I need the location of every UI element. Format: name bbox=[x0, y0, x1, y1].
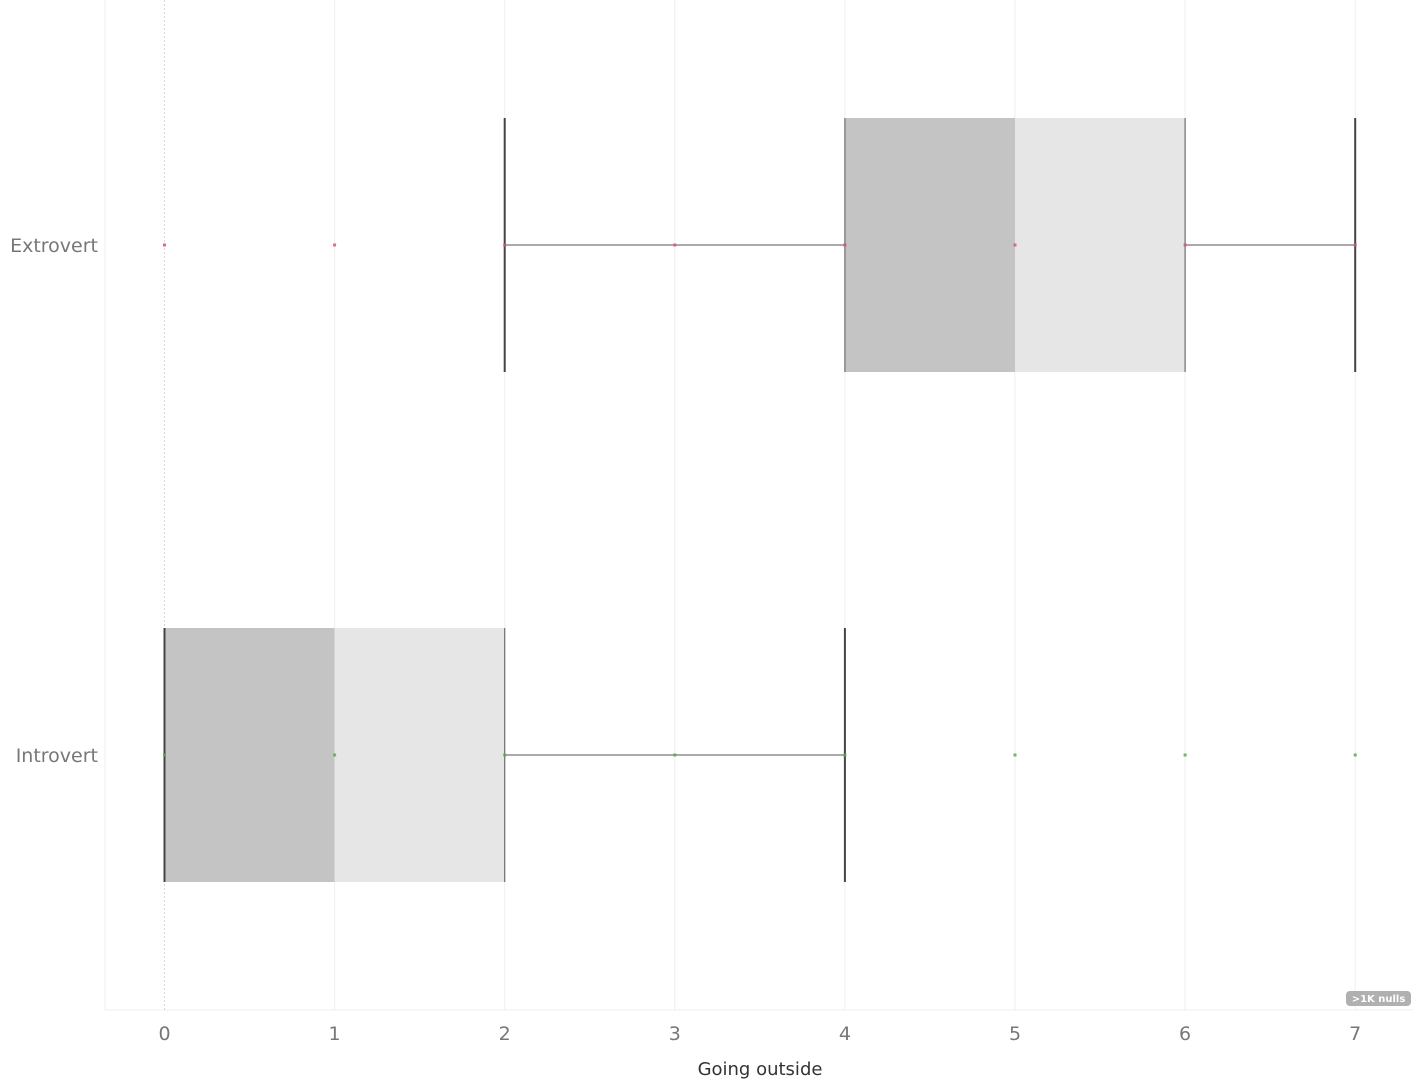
data-points bbox=[163, 243, 1357, 757]
extrovert-lower-box bbox=[844, 118, 1015, 372]
x-tick-label-1: 1 bbox=[329, 1023, 341, 1045]
extrovert-point-5[interactable] bbox=[1013, 243, 1017, 247]
extrovert-point-0[interactable] bbox=[163, 243, 166, 247]
x-tick-label-5: 5 bbox=[1009, 1023, 1021, 1045]
x-tick-label-6: 6 bbox=[1179, 1023, 1191, 1045]
x-tick-label-4: 4 bbox=[839, 1023, 851, 1045]
extrovert-point-1[interactable] bbox=[333, 243, 337, 247]
category-label-extrovert: Extrovert bbox=[10, 235, 98, 257]
extrovert-point-2[interactable] bbox=[503, 243, 507, 247]
introvert-point-4[interactable] bbox=[843, 753, 847, 757]
extrovert-point-3[interactable] bbox=[673, 243, 677, 247]
introvert-point-1[interactable] bbox=[333, 753, 337, 757]
introvert-upper-box bbox=[334, 628, 505, 882]
extrovert-point-7[interactable] bbox=[1353, 243, 1357, 247]
x-tick-label-0: 0 bbox=[158, 1023, 170, 1045]
extrovert-upper-box bbox=[1015, 118, 1186, 372]
introvert-point-6[interactable] bbox=[1183, 753, 1187, 757]
x-axis-title: Going outside bbox=[698, 1059, 823, 1080]
introvert-point-2[interactable] bbox=[503, 753, 507, 757]
extrovert-point-6[interactable] bbox=[1183, 243, 1187, 247]
box-plots bbox=[163, 118, 1357, 882]
category-labels: Extrovert Introvert bbox=[10, 235, 98, 767]
introvert-point-5[interactable] bbox=[1013, 753, 1017, 757]
introvert-point-7[interactable] bbox=[1353, 753, 1357, 757]
x-tick-label-2: 2 bbox=[499, 1023, 511, 1045]
extrovert-point-4[interactable] bbox=[843, 243, 847, 247]
x-axis-ticks: 0 1 2 3 4 5 6 7 bbox=[158, 1023, 1361, 1045]
nulls-badge[interactable]: >1K nulls bbox=[1346, 991, 1411, 1006]
introvert-point-0[interactable] bbox=[163, 753, 166, 757]
nulls-badge-background bbox=[1346, 991, 1411, 1006]
category-label-introvert: Introvert bbox=[16, 745, 98, 767]
introvert-point-3[interactable] bbox=[673, 753, 677, 757]
nulls-badge-label: >1K nulls bbox=[1352, 994, 1406, 1005]
introvert-lower-box bbox=[164, 628, 335, 882]
x-tick-label-3: 3 bbox=[669, 1023, 681, 1045]
x-tick-label-7: 7 bbox=[1349, 1023, 1361, 1045]
